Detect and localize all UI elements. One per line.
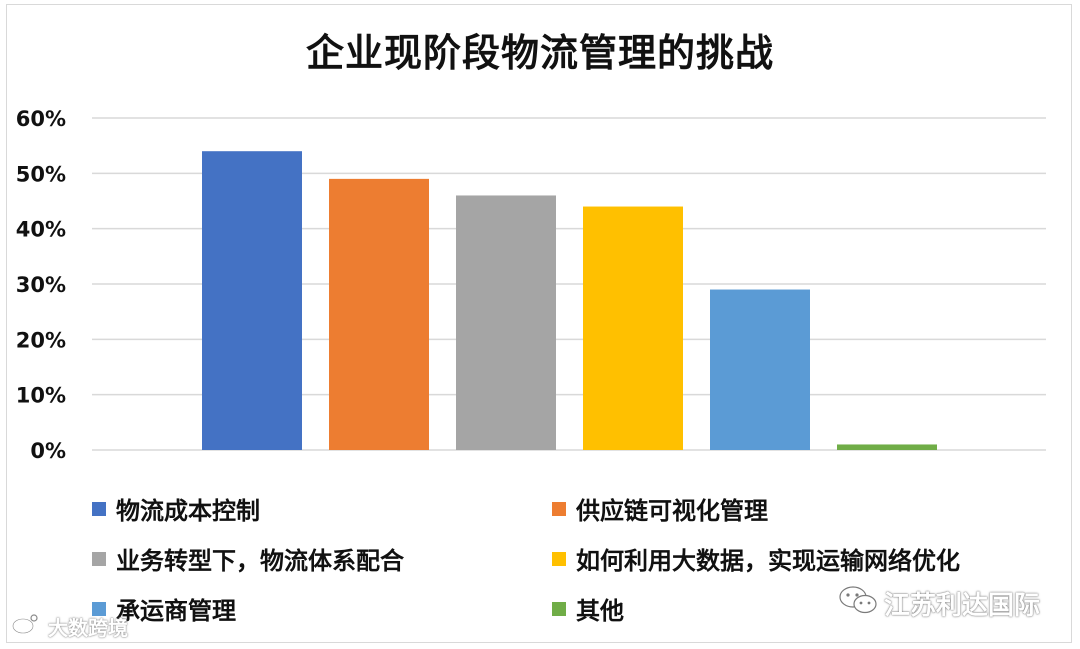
bar-2 <box>329 178 429 450</box>
y-tick-label: 40% <box>16 218 66 242</box>
y-tick-label: 20% <box>16 328 66 352</box>
y-tick-label: 10% <box>16 384 66 408</box>
y-tick-label: 50% <box>16 162 66 186</box>
bar-3 <box>456 195 556 450</box>
legend-swatch <box>552 501 566 516</box>
legend-swatch <box>92 601 106 616</box>
legend-swatch <box>92 501 106 516</box>
bar-5 <box>710 289 810 450</box>
legend-item: 承运商管理 <box>92 591 236 626</box>
legend-item: 其他 <box>552 591 624 626</box>
weibo-logo-icon <box>12 613 42 640</box>
legend-item: 物流成本控制 <box>92 491 260 526</box>
watermark-right-text: 江苏利达国际 <box>884 591 1041 621</box>
legend-swatch <box>552 551 566 566</box>
legend-label: 物流成本控制 <box>116 497 260 525</box>
legend-label: 承运商管理 <box>116 597 236 625</box>
y-tick-label: 30% <box>16 273 66 297</box>
legend-label: 其他 <box>576 597 624 625</box>
legend-swatch <box>92 551 106 566</box>
legend-label: 业务转型下，物流体系配合 <box>116 547 404 575</box>
legend-item: 业务转型下，物流体系配合 <box>92 541 404 576</box>
legend-swatch <box>552 601 566 616</box>
watermark-right: 江苏利达国际 <box>838 585 1040 622</box>
bar-1 <box>202 151 302 450</box>
bar-6 <box>837 444 937 450</box>
legend-label: 供应链可视化管理 <box>576 497 768 525</box>
bar-4 <box>583 206 683 450</box>
y-tick-label: 60% <box>16 107 66 131</box>
chart-title: 企业现阶段物流管理的挑战 <box>305 31 774 75</box>
legend-label: 如何利用大数据，实现运输网络优化 <box>576 547 960 575</box>
legend-item: 如何利用大数据，实现运输网络优化 <box>552 541 960 576</box>
watermark-left: 大数跨境 <box>12 612 128 641</box>
wechat-logo-icon <box>838 585 878 622</box>
watermark-left-text: 大数跨境 <box>48 616 128 640</box>
y-tick-label: 0% <box>30 439 66 463</box>
legend-item: 供应链可视化管理 <box>552 491 768 526</box>
